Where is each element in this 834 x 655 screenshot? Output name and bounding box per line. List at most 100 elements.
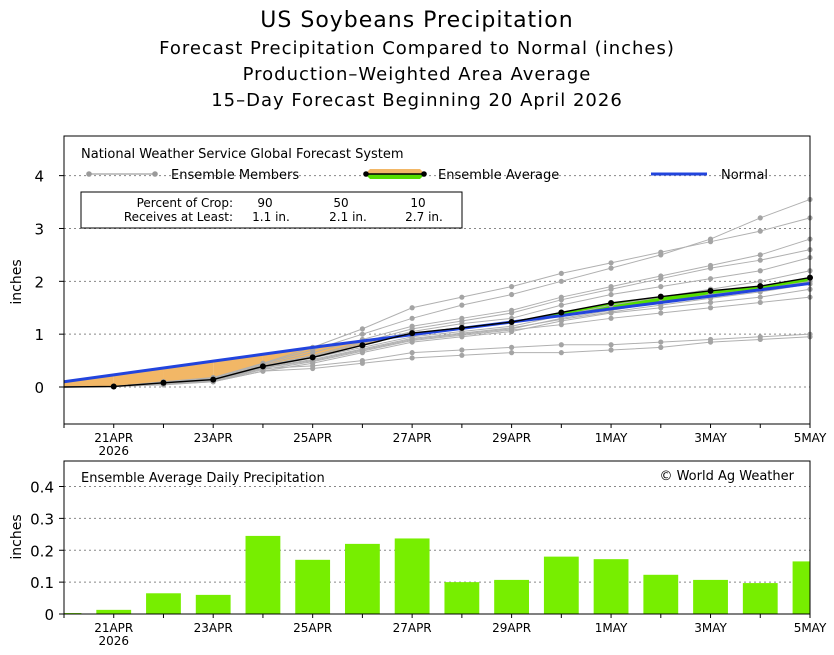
daily-precip-bar: [593, 559, 629, 614]
bottom-chart-title: Ensemble Average Daily Precipitation: [81, 471, 325, 486]
ensemble-member-point: [409, 355, 415, 361]
crop-amount-50: 2.1 in.: [329, 210, 367, 224]
legend-members-dot-right: [152, 171, 158, 177]
top-xtick-label: 25APR: [293, 431, 332, 445]
ensemble-member-point: [459, 302, 465, 308]
ensemble-member-point: [707, 262, 714, 269]
ensemble-member-point: [310, 365, 316, 372]
ensemble-average-point: [309, 354, 316, 361]
ensemble-average-point: [160, 379, 167, 386]
bottom-xtick-label: 25APR: [293, 621, 332, 635]
chart-subtitle-2: Production–Weighted Area Average: [242, 64, 592, 85]
bottom-xtick-label: 3MAY: [694, 621, 727, 635]
daily-precip-bar: [146, 593, 181, 614]
crop-row2-label: Receives at Least:: [124, 210, 233, 224]
legend-average-label: Ensemble Average: [438, 168, 559, 183]
ensemble-average-point: [458, 324, 465, 331]
ensemble-member-point: [509, 307, 515, 313]
daily-precip-plot: 0 0.1 0.2 0.3 0.4 inches Ensemble Average Da…: [9, 460, 827, 648]
ensemble-member-point: [608, 315, 614, 321]
ensemble-member-point: [558, 294, 564, 300]
ensemble-member-point: [707, 236, 714, 242]
bottom-xtick-label: 27APR: [393, 621, 432, 635]
bottom-ytick-label: 0.2: [30, 542, 54, 560]
legend-members-label: Ensemble Members: [171, 168, 299, 183]
daily-precip-bar: [643, 574, 679, 614]
ensemble-average-point: [210, 376, 217, 383]
ensemble-member-point: [707, 276, 714, 282]
legend-system: National Weather Service Global Forecast…: [81, 147, 404, 162]
daily-precip-bar: [96, 609, 132, 614]
legend-average-swatch-below: [365, 169, 425, 174]
daily-precip-bar: [245, 535, 281, 614]
legend-average-dot-right: [421, 171, 427, 177]
ensemble-member-point: [459, 315, 465, 321]
ensemble-member-point: [558, 316, 564, 322]
ensemble-member-point: [409, 315, 415, 321]
crop-percent-50: 50: [333, 196, 348, 210]
daily-precip-bar: [295, 559, 331, 614]
bottom-xtick-label: 1MAY: [595, 621, 628, 635]
bottom-xtick-year: 2026: [98, 634, 129, 648]
daily-precip-bar: [543, 556, 579, 614]
daily-precip-bar: [792, 561, 810, 614]
top-legend: National Weather Service Global Forecast…: [81, 147, 768, 183]
ensemble-average-point: [110, 383, 117, 390]
ensemble-member-point: [509, 284, 515, 290]
bottom-plot-frame: [63, 460, 811, 615]
ensemble-average-line: [63, 276, 811, 388]
crop-percent-10: 10: [410, 196, 425, 210]
legend-average-dot-left: [363, 171, 369, 177]
ensemble-member-point: [608, 265, 614, 271]
ensemble-member-point: [757, 257, 763, 263]
chart-subtitle-3: 15–Day Forecast Beginning 20 April 2026: [211, 90, 623, 111]
ensemble-member-point: [509, 327, 515, 333]
ensemble-member-point: [757, 252, 763, 258]
legend-average-swatch-above: [365, 174, 425, 179]
below-normal-fill: [113, 367, 164, 387]
ensemble-member-point: [359, 360, 365, 366]
ensemble-average-point: [558, 309, 565, 316]
top-xtick-label: 5MAY: [794, 431, 827, 445]
top-plot-frame: [63, 135, 811, 425]
ensemble-member-point: [658, 339, 664, 345]
ensemble-member-point: [757, 278, 763, 284]
credit-text: © World Ag Weather: [659, 469, 794, 484]
ensemble-member-point: [707, 339, 714, 345]
bottom-ylabel: inches: [9, 514, 25, 559]
ensemble-member-point: [707, 299, 714, 306]
ensemble-member-point: [409, 323, 415, 329]
bottom-xtick-label: 5MAY: [794, 621, 827, 635]
bottom-ytick-label: 0: [44, 606, 54, 624]
bottom-ytick-label: 0.4: [30, 479, 54, 497]
ensemble-member-point: [608, 291, 614, 298]
ensemble-average-point: [657, 293, 664, 300]
ensemble-member-point: [757, 294, 763, 300]
ensemble-member-point: [757, 336, 763, 343]
ensemble-member-line: [63, 336, 811, 388]
daily-precip-bar: [494, 579, 530, 614]
daily-precip-bar: [344, 543, 380, 614]
crop-percent-table: Percent of Crop: Receives at Least: 90 5…: [80, 191, 463, 229]
ensemble-member-point: [409, 350, 415, 356]
top-xtick-year: 2026: [98, 444, 129, 458]
ensemble-member-point: [509, 291, 515, 298]
bottom-xtick-label: 23APR: [194, 621, 233, 635]
ensemble-member-point: [608, 260, 614, 266]
ensemble-average-point: [608, 299, 615, 306]
chart-title: US Soybeans Precipitation: [260, 8, 574, 33]
bottom-xtick-label: 29APR: [492, 621, 531, 635]
ensemble-member-point: [459, 320, 465, 327]
legend-normal-label: Normal: [721, 168, 768, 183]
accumulated-precip-plot: 0 1 2 3 4 inches National Weather Service Gl…: [9, 135, 827, 458]
normal-line: [63, 281, 811, 384]
bottom-ytick-label: 0.3: [30, 510, 54, 528]
ensemble-member-point: [459, 294, 465, 300]
top-xtick-label: 23APR: [194, 431, 233, 445]
ensemble-member-point: [658, 273, 664, 279]
legend-members-dot-left: [86, 171, 92, 177]
ensemble-member-point: [459, 352, 465, 358]
ensemble-member-point: [757, 228, 763, 234]
ensemble-member-point: [459, 332, 465, 338]
